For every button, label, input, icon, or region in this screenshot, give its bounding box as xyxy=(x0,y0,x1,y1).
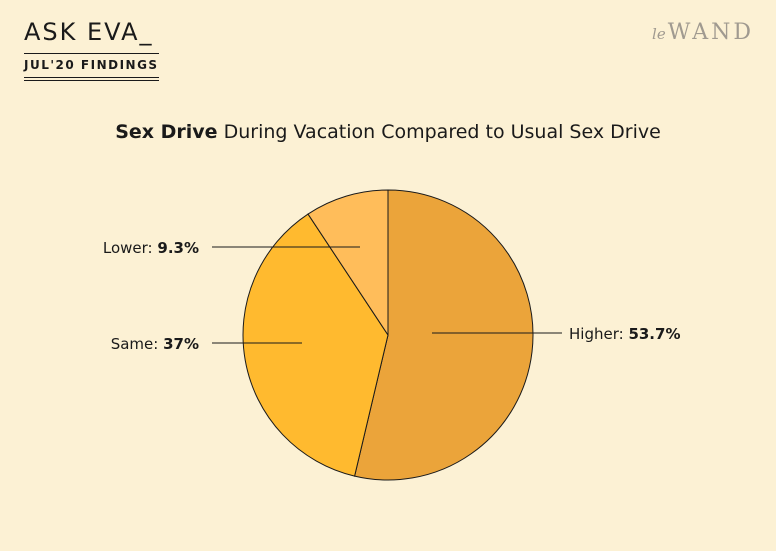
header-divider-bottom-1 xyxy=(24,77,159,78)
brand-prefix: le xyxy=(652,25,666,43)
header-divider-top xyxy=(24,53,159,54)
brand-name: WAND xyxy=(667,20,754,45)
header-title: ASK EVA_ xyxy=(24,18,154,46)
pie-slice-same xyxy=(242,213,389,477)
slice-label-lower: Lower: 9.3% xyxy=(103,239,199,257)
header-divider-bottom-2 xyxy=(24,80,159,81)
chart-title: Sex Drive During Vacation Compared to Us… xyxy=(110,118,666,146)
brand-logo: leWAND xyxy=(652,20,754,45)
slice-label-same: Same: 37% xyxy=(111,335,199,353)
slice-label-higher: Higher: 53.7% xyxy=(569,325,680,343)
pie-slice-higher xyxy=(353,189,534,481)
chart-title-bold: Sex Drive xyxy=(115,121,218,143)
pie-slice-lower xyxy=(307,189,389,337)
header-subtitle: JUL'20 FINDINGS xyxy=(24,58,159,72)
chart-title-rest: During Vacation Compared to Usual Sex Dr… xyxy=(223,121,661,143)
